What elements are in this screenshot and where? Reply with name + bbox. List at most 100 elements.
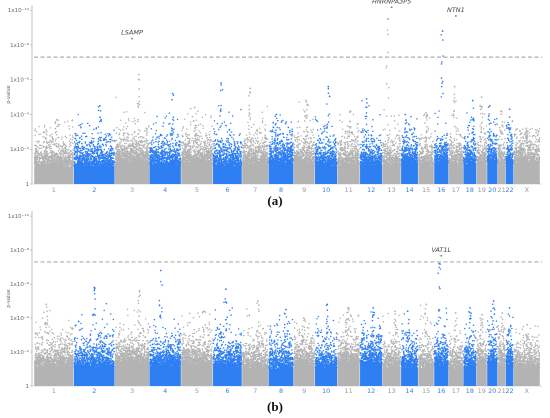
snp-point: [65, 148, 67, 150]
snp-point: [71, 153, 73, 155]
snp-point: [37, 153, 39, 155]
snp-point: [109, 139, 111, 141]
snp-point: [87, 123, 89, 125]
snp-point: [85, 141, 87, 143]
snp-point: [71, 165, 73, 167]
snp-point: [91, 154, 93, 156]
snp-point: [45, 163, 47, 165]
snp-point: [35, 162, 37, 164]
snp-point: [64, 158, 66, 160]
snp-point: [111, 155, 113, 157]
snp-point: [51, 152, 53, 154]
snp-point: [75, 133, 77, 135]
snp-point: [43, 142, 45, 144]
snp-point: [65, 165, 67, 167]
snp-point: [106, 135, 108, 137]
y-tick-label: 1x10⁻⁸: [10, 42, 30, 49]
snp-point: [48, 159, 50, 161]
snp-point: [38, 163, 40, 165]
snp-point: [93, 128, 95, 130]
snp-point: [50, 146, 52, 148]
snp-point: [65, 155, 67, 157]
snp-point: [81, 155, 83, 157]
snp-point: [45, 165, 47, 167]
snp-point: [98, 141, 100, 143]
snp-point: [94, 146, 96, 148]
snp-point: [90, 148, 92, 150]
snp-point: [43, 161, 45, 163]
snp-point: [85, 162, 87, 164]
snp-point: [85, 152, 87, 154]
snp-point: [60, 154, 62, 156]
snp-point: [65, 146, 67, 148]
snp-point: [37, 160, 39, 162]
snp-point: [105, 145, 107, 147]
snp-point: [68, 164, 70, 166]
snp-point: [41, 147, 43, 149]
snp-point: [72, 137, 74, 139]
snp-point: [79, 137, 81, 139]
snp-point: [89, 160, 91, 162]
snp-point: [96, 152, 98, 154]
snp-point: [77, 147, 79, 149]
snp-point: [36, 148, 38, 150]
snp-point: [63, 153, 65, 155]
snp-point: [77, 149, 79, 151]
snp-point: [47, 155, 49, 157]
snp-point: [49, 148, 51, 150]
snp-point: [75, 164, 77, 166]
snp-point: [111, 136, 113, 138]
snp-point: [82, 163, 84, 165]
snp-point: [34, 135, 36, 137]
snp-point: [85, 151, 87, 153]
snp-point: [100, 149, 102, 151]
snp-point: [105, 158, 107, 160]
snp-point: [45, 129, 47, 131]
snp-point: [108, 148, 110, 150]
snp-point: [107, 133, 109, 135]
snp-point: [105, 154, 107, 156]
snp-point: [97, 132, 99, 134]
snp-point: [41, 164, 43, 166]
snp-point: [103, 145, 105, 147]
snp-point: [96, 156, 98, 158]
snp-point: [98, 139, 100, 141]
snp-point: [58, 146, 60, 148]
snp-point: [36, 151, 38, 153]
snp-point: [68, 125, 70, 127]
snp-point: [72, 135, 74, 137]
snp-point: [52, 144, 54, 146]
snp-point: [99, 157, 101, 159]
snp-point: [68, 161, 70, 163]
snp-point: [86, 145, 88, 147]
y-tick-label: 1x10⁻¹⁰: [8, 7, 30, 14]
snp-point: [69, 151, 71, 153]
snp-point: [38, 141, 40, 143]
snp-point: [69, 146, 71, 148]
snp-point: [80, 148, 82, 150]
snp-point: [106, 151, 108, 153]
snp-point: [41, 153, 43, 155]
snp-point: [38, 134, 40, 136]
snp-point: [69, 164, 71, 166]
snp-point: [53, 158, 55, 160]
snp-point: [62, 155, 64, 157]
snp-point: [68, 157, 70, 159]
snp-point: [90, 146, 92, 148]
snp-point: [50, 148, 52, 150]
snp-point: [109, 134, 111, 136]
snp-point: [61, 152, 63, 154]
snp-point: [72, 154, 74, 156]
snp-point: [57, 153, 59, 155]
snp-point: [46, 134, 48, 136]
snp-point: [78, 125, 80, 127]
snp-point: [63, 149, 65, 151]
y-tick-label: 1x10⁻⁶: [10, 77, 30, 84]
snp-point: [88, 149, 90, 151]
snp-point: [82, 133, 84, 135]
snp-point: [77, 142, 79, 144]
snp-point: [65, 150, 67, 152]
snp-point: [72, 149, 74, 151]
snp-point: [66, 151, 68, 153]
